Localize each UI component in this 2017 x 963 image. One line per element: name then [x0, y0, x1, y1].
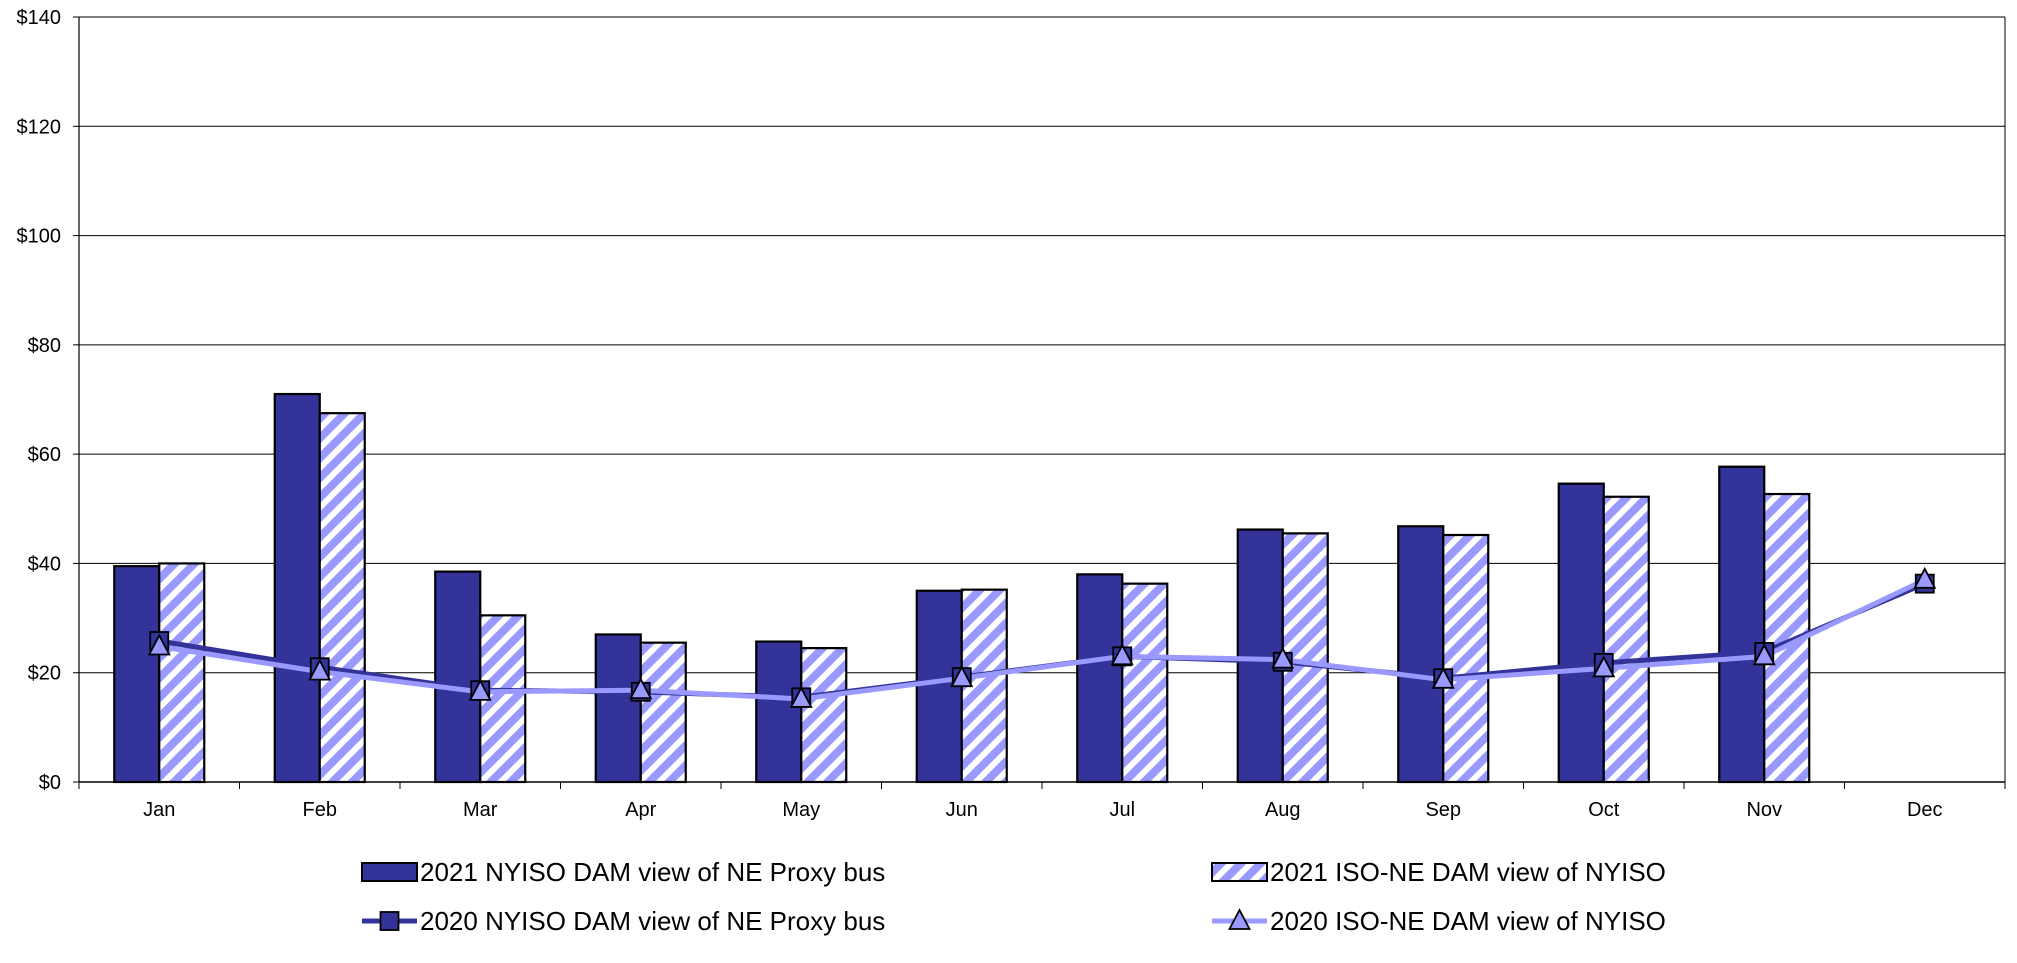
x-tick-label: Dec	[1907, 799, 1943, 821]
point-marker-triangle	[1110, 643, 1134, 666]
point-marker-triangle	[308, 658, 332, 681]
x-tick-label: May	[782, 799, 820, 821]
x-tick-label: Jan	[143, 799, 175, 821]
bar-isone-2021	[158, 562, 206, 784]
plot-area: $0 $20 $40 $60 $80 $100 $120 $140 Jan Feb Mar Apr Ma…	[17, 7, 2006, 821]
bar-nyiso-2021	[1557, 482, 1605, 784]
bar-nyiso-2021	[1397, 525, 1445, 784]
x-tick-label: Oct	[1588, 799, 1620, 821]
bar-isone-2021	[1121, 582, 1169, 784]
legend-marker-triangle	[1228, 908, 1251, 930]
plot-background	[79, 17, 2005, 782]
point-marker-triangle	[1592, 655, 1616, 678]
y-tick-label: $140	[17, 7, 62, 29]
y-tick-label: $120	[17, 116, 62, 138]
legend-swatch	[1211, 862, 1268, 882]
legend-marker-square	[379, 911, 400, 931]
bar-nyiso-2021	[755, 640, 803, 784]
series-line-isone-2020	[158, 577, 1926, 702]
x-tick-label: Mar	[463, 799, 498, 821]
y-tick-label: $0	[39, 772, 61, 794]
x-tick-label: Aug	[1265, 799, 1301, 821]
y-tick-label: $80	[28, 335, 61, 357]
bar-nyiso-2021	[113, 565, 161, 784]
legend-label: 2021 NYISO DAM view of NE Proxy bus	[420, 857, 885, 887]
x-tick-label: Apr	[625, 799, 656, 821]
point-marker-triangle	[950, 665, 974, 688]
x-tick-label: Sep	[1425, 799, 1461, 821]
bar-isone-2021	[318, 412, 366, 784]
bar-isone-2021	[800, 647, 848, 784]
bar-nyiso-2021	[1076, 573, 1124, 784]
bar-nyiso-2021	[273, 392, 321, 784]
legend-label: 2020 NYISO DAM view of NE Proxy bus	[420, 906, 885, 936]
bar-nyiso-2021	[1718, 465, 1766, 784]
x-tick-label: Nov	[1746, 799, 1782, 821]
y-tick-label: $20	[28, 663, 61, 685]
point-marker-triangle	[1752, 643, 1776, 666]
bar-isone-2021	[1442, 533, 1490, 784]
y-tick-label: $60	[28, 444, 61, 466]
point-marker-triangle	[629, 677, 653, 700]
x-tick-label: Feb	[303, 799, 337, 821]
bar-isone-2021	[639, 641, 687, 784]
legend-label: 2020 ISO-NE DAM view of NYISO	[1270, 906, 1666, 936]
legend: 2021 NYISO DAM view of NE Proxy bus 2021 …	[361, 857, 1666, 936]
point-marker-triangle	[1271, 646, 1295, 669]
bar-nyiso-2021	[434, 570, 482, 784]
y-tick-label: $40	[28, 553, 61, 575]
legend-label: 2021 ISO-NE DAM view of NYISO	[1270, 857, 1666, 887]
point-marker-triangle	[147, 633, 171, 656]
y-tick-label: $100	[17, 226, 62, 248]
x-tick-label: Jul	[1109, 799, 1135, 821]
bar-isone-2021	[1602, 495, 1650, 784]
point-marker-triangle	[468, 678, 492, 701]
point-marker-triangle	[1431, 666, 1455, 689]
legend-swatch	[361, 862, 418, 882]
x-tick-label: Jun	[946, 799, 978, 821]
bar-nyiso-2021	[594, 633, 642, 784]
point-marker-triangle	[1913, 566, 1937, 589]
point-marker-triangle	[789, 686, 813, 708]
